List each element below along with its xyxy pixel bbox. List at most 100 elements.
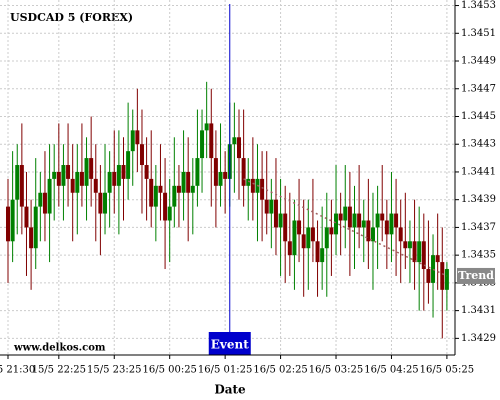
candle-body bbox=[209, 123, 214, 159]
candle-body bbox=[417, 241, 422, 263]
candle-body bbox=[89, 158, 94, 179]
candle-body bbox=[287, 241, 292, 256]
y-tick-label: 1.3437 bbox=[461, 222, 496, 233]
candle-body bbox=[93, 178, 98, 193]
candle-body bbox=[310, 227, 315, 242]
candle-body bbox=[334, 213, 339, 235]
candle-body bbox=[167, 206, 172, 221]
candle-body bbox=[186, 171, 191, 193]
candle-body bbox=[47, 178, 52, 214]
y-tick-label: 1.3441 bbox=[461, 166, 496, 177]
candle-body bbox=[84, 158, 89, 186]
candle-body bbox=[431, 255, 436, 283]
candle-body bbox=[200, 130, 205, 159]
candle-body bbox=[329, 227, 334, 235]
y-tick-label: 1.3443 bbox=[461, 139, 496, 150]
chart-title: USDCAD 5 (FOREX) bbox=[10, 11, 133, 24]
y-tick-label: 1.3449 bbox=[461, 56, 496, 67]
x-tick-label: 16/5 01:25 bbox=[198, 365, 252, 376]
y-tick-label: 1.3439 bbox=[461, 194, 496, 205]
candle-body bbox=[384, 220, 389, 235]
candle-body bbox=[213, 158, 218, 186]
candle-body bbox=[70, 178, 75, 193]
candle-body bbox=[380, 213, 385, 221]
x-axis-label: Date bbox=[214, 383, 246, 397]
candle-body bbox=[250, 178, 255, 193]
candle-body bbox=[283, 213, 288, 242]
candle-body bbox=[112, 171, 117, 186]
candle-body bbox=[264, 199, 269, 214]
candle-body bbox=[42, 192, 47, 214]
candle-body bbox=[444, 269, 449, 290]
candle-body bbox=[421, 241, 426, 270]
candle-body bbox=[301, 234, 306, 249]
y-tick-label: 1.3435 bbox=[461, 250, 496, 261]
y-tick-label: 1.3447 bbox=[461, 83, 496, 94]
candle-body bbox=[347, 206, 352, 228]
candle-body bbox=[79, 171, 84, 186]
candle-body bbox=[144, 165, 149, 179]
candle-body bbox=[370, 227, 375, 242]
candle-body bbox=[435, 255, 440, 263]
x-tick-label: 16/5 00:25 bbox=[142, 365, 196, 376]
candle-body bbox=[338, 213, 343, 221]
x-tick-label: 16/5 03:25 bbox=[309, 365, 363, 376]
x-tick-label: 16/5 05:25 bbox=[420, 365, 474, 376]
event-label: Event bbox=[211, 338, 249, 352]
candle-body bbox=[412, 241, 417, 263]
candle-body bbox=[195, 158, 200, 186]
candle-body bbox=[158, 185, 163, 193]
candle-body bbox=[181, 171, 186, 193]
candle-body bbox=[357, 213, 362, 228]
candle-body bbox=[269, 199, 274, 214]
candle-body bbox=[403, 241, 408, 249]
candle-body bbox=[116, 165, 121, 186]
candle-body bbox=[139, 144, 144, 166]
candle-body bbox=[19, 165, 24, 207]
candle-body bbox=[103, 192, 108, 214]
y-tick-label: 1.3445 bbox=[461, 111, 496, 122]
y-tick-label: 1.3453 bbox=[461, 0, 496, 11]
candle-body bbox=[75, 171, 80, 193]
candle-body bbox=[176, 185, 181, 193]
candle-body bbox=[232, 137, 237, 145]
candle-body bbox=[394, 213, 399, 228]
candle-body bbox=[375, 213, 380, 228]
candle-body bbox=[61, 165, 66, 186]
x-tick-label: 15/5 22:25 bbox=[32, 365, 86, 376]
candle-body bbox=[130, 130, 135, 152]
candle-body bbox=[361, 220, 366, 228]
candle-body bbox=[121, 165, 126, 179]
candle-body bbox=[33, 206, 38, 249]
candle-body bbox=[278, 213, 283, 228]
candle-body bbox=[190, 185, 195, 193]
y-tick-label: 1.3451 bbox=[461, 28, 496, 39]
candle-body bbox=[440, 262, 445, 290]
candle-body bbox=[273, 199, 278, 228]
candle-body bbox=[324, 227, 329, 249]
candle-body bbox=[66, 165, 71, 179]
candle-body bbox=[29, 227, 34, 249]
candle-body bbox=[223, 171, 228, 179]
x-tick-label: 16/5 04:25 bbox=[364, 365, 418, 376]
x-tick-label: 16/5 02:25 bbox=[253, 365, 307, 376]
candle-body bbox=[398, 227, 403, 242]
candle-body bbox=[52, 171, 57, 179]
candle-body bbox=[38, 192, 43, 207]
candle-body bbox=[163, 192, 168, 221]
candle-body bbox=[352, 213, 357, 228]
candle-body bbox=[56, 171, 61, 186]
candle-body bbox=[260, 178, 265, 200]
trend-label-box bbox=[457, 267, 495, 284]
candle-body bbox=[315, 241, 320, 263]
candle-body bbox=[153, 185, 158, 207]
candle-body bbox=[320, 248, 325, 263]
candle-body bbox=[135, 130, 140, 145]
candle-body bbox=[366, 220, 371, 242]
candle-body bbox=[126, 151, 131, 179]
y-tick-label: 1.3431 bbox=[461, 305, 496, 316]
y-tick-label: 1.3429 bbox=[461, 333, 496, 344]
candle-body bbox=[306, 227, 311, 249]
trend-label: Trend bbox=[458, 269, 494, 282]
